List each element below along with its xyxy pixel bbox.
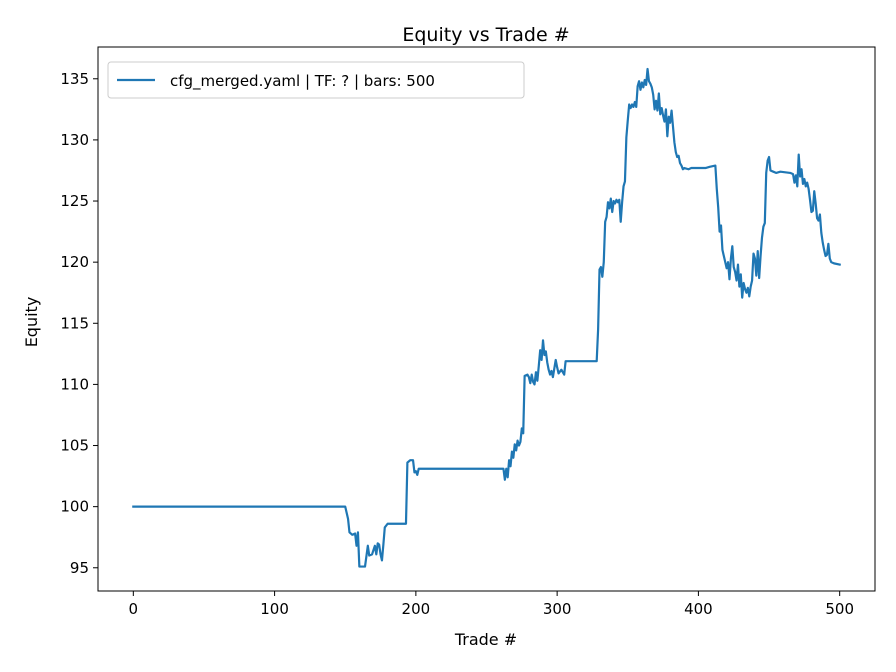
y-tick-label: 130 xyxy=(60,131,89,149)
x-tick-label: 300 xyxy=(543,600,572,618)
chart-title: Equity vs Trade # xyxy=(402,24,569,46)
y-tick-label: 115 xyxy=(60,314,89,332)
legend-box xyxy=(107,61,525,99)
y-tick-label: 135 xyxy=(60,70,89,88)
y-tick-label: 105 xyxy=(60,437,89,455)
x-tick-label: 200 xyxy=(402,600,431,618)
y-tick-label: 110 xyxy=(60,375,89,393)
x-tick-label: 0 xyxy=(129,600,139,618)
y-tick-label: 95 xyxy=(70,559,89,577)
legend: cfg_merged.yaml | TF: ? | bars: 500 xyxy=(107,61,525,99)
y-tick-label: 125 xyxy=(60,192,89,210)
x-tick-label: 500 xyxy=(825,600,854,618)
series-layer xyxy=(132,67,841,568)
y-axis: 95 100 105 110 115 120 125 130 135 xyxy=(60,70,98,577)
y-tick-label: 120 xyxy=(60,253,89,271)
axes-frame xyxy=(97,46,876,592)
x-axis: 0 100 200 300 400 500 xyxy=(129,591,854,618)
y-axis-label: Equity xyxy=(22,297,41,348)
plot-area xyxy=(97,46,876,592)
y-tick-label: 100 xyxy=(60,498,89,516)
equity-series-line xyxy=(132,67,841,568)
x-tick-label: 400 xyxy=(684,600,713,618)
legend-entry: cfg_merged.yaml | TF: ? | bars: 500 xyxy=(170,72,435,91)
x-tick-label: 100 xyxy=(260,600,289,618)
x-axis-label: Trade # xyxy=(454,630,517,649)
